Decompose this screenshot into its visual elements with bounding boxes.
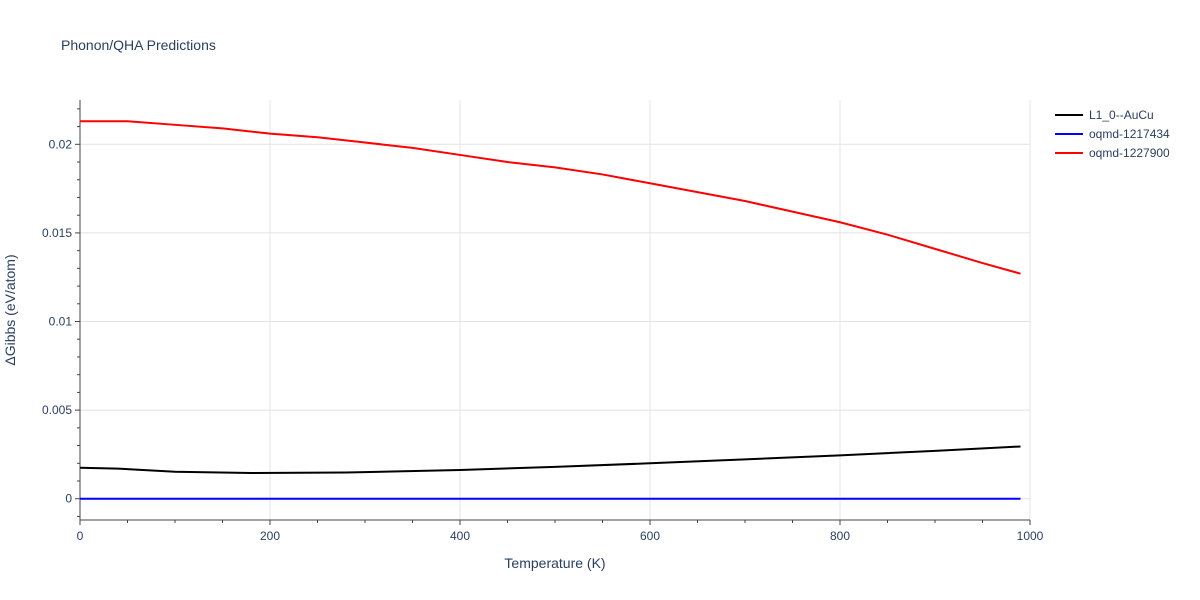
y-axis-title: ΔGibbs (eV/atom) [2,254,18,365]
x-tick-label: 200 [260,529,280,543]
chart-title: Phonon/QHA Predictions [61,37,216,53]
y-tick-label: 0.015 [42,226,72,240]
y-tick-label: 0.02 [49,137,73,151]
grid [80,100,1031,520]
legend-label-3[interactable]: oqmd-1227900 [1089,146,1170,160]
y-tick-label: 0.01 [49,315,73,329]
legend[interactable]: L1_0--AuCu oqmd-1217434 oqmd-1227900 [1055,108,1170,160]
series-group [79,120,1021,500]
legend-label-1[interactable]: L1_0--AuCu [1089,108,1154,122]
x-tick-label: 0 [77,529,84,543]
legend-label-2[interactable]: oqmd-1217434 [1089,127,1170,141]
x-tick-label: 600 [640,529,660,543]
x-axis-title: Temperature (K) [504,555,605,571]
series-line-3 [80,120,1021,275]
x-tick-label: 800 [830,529,850,543]
x-tick-label: 1000 [1017,529,1044,543]
y-tick-label: 0 [65,492,72,506]
y-tick-label: 0.005 [42,403,72,417]
axes: 0 200 400 600 800 1000 0 0.005 0.01 0.015 0.02 [42,100,1044,543]
x-tick-label: 400 [450,529,470,543]
series-line-1 [79,445,1021,475]
